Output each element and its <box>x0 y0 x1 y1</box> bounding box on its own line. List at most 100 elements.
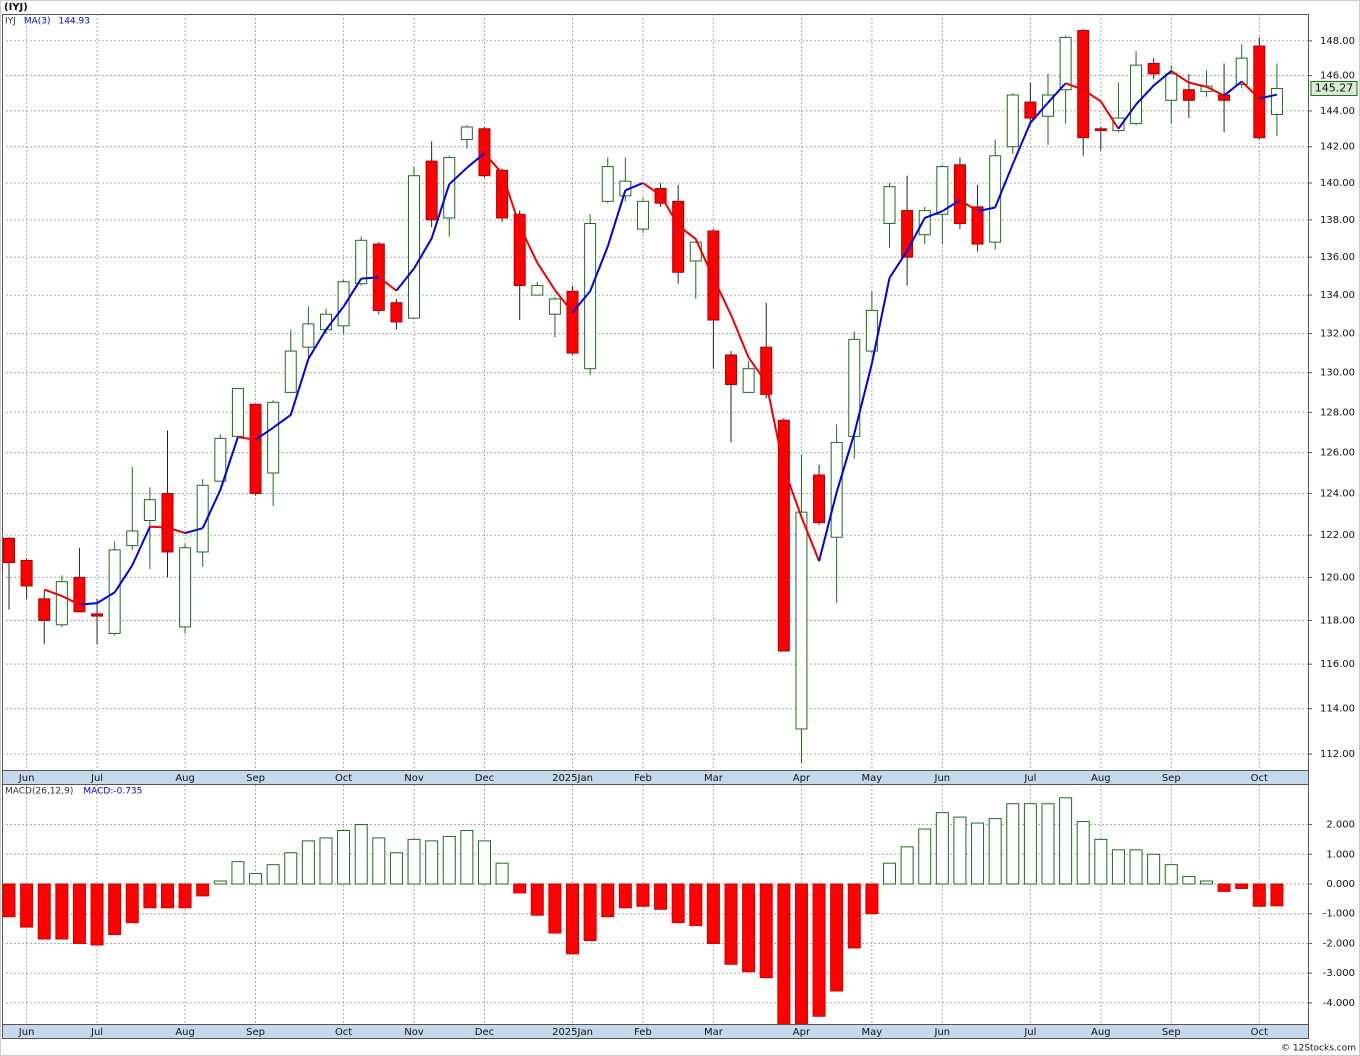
macd-bar <box>196 883 210 897</box>
ma-segment <box>1135 84 1155 106</box>
macd-bar <box>1199 880 1213 885</box>
ma-segment <box>606 190 627 247</box>
ma-segment <box>1029 101 1049 124</box>
macd-bar <box>583 883 597 941</box>
x-tick-label: 2025Jan <box>552 1027 593 1038</box>
macd-bar <box>495 862 509 885</box>
plot: 112.00 114.00 116.00 118.00 120.00 122.00 124.… <box>2 14 1358 1038</box>
ma-segment <box>924 210 943 219</box>
ma-segment <box>131 526 151 566</box>
macd-bar <box>301 840 315 885</box>
ma-segment <box>536 262 556 291</box>
candle-body <box>760 346 773 395</box>
ma-segment <box>219 436 239 491</box>
candle-body <box>566 290 579 354</box>
x-tick-label: Sep <box>246 1027 265 1038</box>
ma-segment <box>659 194 680 226</box>
ma-segment <box>430 183 451 239</box>
ma-segment <box>1065 82 1084 91</box>
macd-bar <box>1076 821 1090 885</box>
y-tick-label: -3.000 <box>1323 968 1355 979</box>
y-tick-label: 124.00 <box>1320 489 1355 500</box>
candle-body <box>126 530 139 547</box>
ma-segment <box>1223 80 1243 97</box>
legend-text: MACD:-0.735 <box>83 787 142 797</box>
candle-body <box>1130 64 1143 124</box>
candle-body <box>337 281 350 327</box>
ma-segment <box>167 526 186 534</box>
macd-bar <box>706 883 720 944</box>
candle-body <box>267 401 280 474</box>
ma-segment <box>853 363 873 434</box>
ma-segment <box>906 217 926 252</box>
candle-body <box>20 559 33 587</box>
macd-bar <box>425 840 439 885</box>
candle-body <box>1218 94 1231 101</box>
copyright: © 12Stocks.com <box>1281 1044 1356 1054</box>
ma-segment <box>1117 103 1137 130</box>
ma-segment <box>413 237 433 269</box>
candle-body <box>179 547 192 628</box>
ma-segment <box>677 224 697 240</box>
y-tick-label: 134.00 <box>1320 290 1355 301</box>
ma-segment <box>888 250 908 279</box>
candle-body <box>971 206 984 245</box>
ma-segment <box>395 267 415 292</box>
macd-bar <box>742 883 756 973</box>
y-tick-label: 0.000 <box>1326 879 1355 890</box>
legend-text: 144.93 <box>58 17 90 27</box>
candle-body <box>55 581 68 626</box>
candle-body <box>496 169 509 219</box>
candle-body <box>865 309 878 352</box>
ma-segment <box>448 167 468 185</box>
candle-body <box>601 166 614 202</box>
candle-body <box>689 241 702 262</box>
x-tick-label: 2025Jan <box>552 773 593 784</box>
ma-segment <box>694 238 715 279</box>
candle-body <box>548 298 561 315</box>
ma-segment <box>201 489 222 529</box>
ma-segment <box>994 163 1014 208</box>
x-tick-label: Nov <box>404 773 424 784</box>
macd-bar <box>1059 797 1073 885</box>
macd-bar <box>372 837 386 885</box>
y-tick-label: 142.00 <box>1320 142 1355 153</box>
macd-bar <box>1217 883 1231 892</box>
x-tick-label: Dec <box>475 773 494 784</box>
candle-body <box>443 157 456 219</box>
macd-bar <box>530 883 544 916</box>
candle-body <box>319 313 332 331</box>
ma-segment <box>79 602 98 606</box>
candle-body <box>989 155 1002 243</box>
candle-body <box>1112 117 1125 132</box>
macd-bar <box>108 883 122 936</box>
macd-bar <box>90 883 104 946</box>
macd-bar <box>442 835 456 885</box>
candle-body <box>883 186 896 225</box>
macd-bar <box>1129 849 1143 885</box>
y-tick-label: 1.000 <box>1326 849 1355 860</box>
candle-body <box>284 350 297 393</box>
x-tick-label: Oct <box>335 1027 352 1038</box>
macd-bar <box>1111 849 1125 885</box>
candle-body <box>936 166 949 215</box>
macd-bar <box>178 883 192 909</box>
ma-segment <box>571 290 591 313</box>
ma-segment <box>1188 81 1207 88</box>
last-price-box <box>1310 80 1358 96</box>
macd-bar <box>900 846 914 885</box>
x-tick-label: Oct <box>1251 773 1268 784</box>
ma-segment <box>1153 70 1172 87</box>
macd-bar <box>1023 803 1037 885</box>
macd-bar <box>354 824 368 885</box>
macd-bar <box>213 880 227 885</box>
candle-body <box>1041 94 1054 117</box>
x-tick-label: Mar <box>704 1027 724 1038</box>
ma-segment <box>589 246 609 292</box>
last-price-label: 145.27 <box>1315 81 1354 94</box>
candle-body <box>1182 89 1195 101</box>
macd-bar <box>460 829 474 885</box>
candle-body <box>1235 57 1248 85</box>
ma-segment <box>483 152 503 174</box>
macd-bar <box>231 861 245 885</box>
